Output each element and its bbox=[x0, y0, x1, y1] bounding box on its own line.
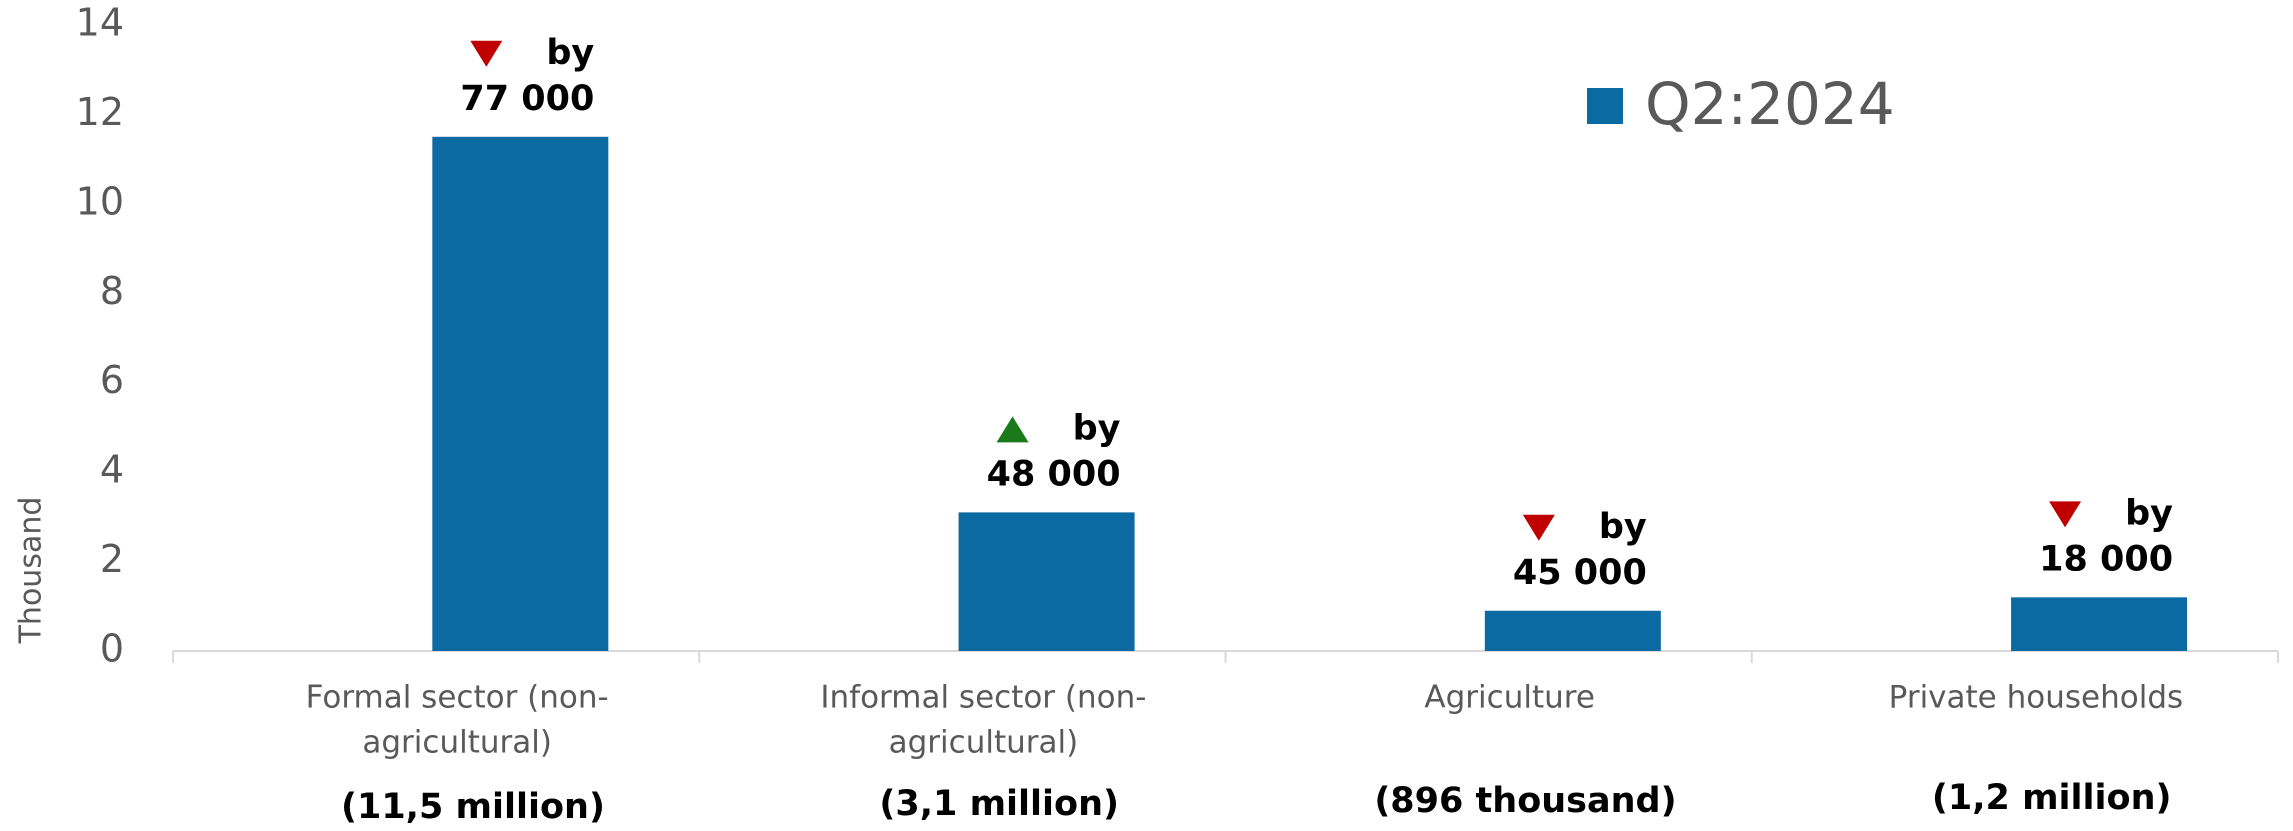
legend-swatch bbox=[1587, 88, 1623, 124]
x-tick-label: Informal sector (non- bbox=[820, 680, 1146, 716]
y-tick-label: 4 bbox=[100, 448, 124, 492]
legend-label: Q2:2024 bbox=[1645, 70, 1895, 138]
bar bbox=[432, 136, 609, 652]
annotation-total: (1,2 million) bbox=[1932, 778, 2172, 818]
x-tick-label: agricultural) bbox=[362, 725, 552, 761]
annotation-total: (11,5 million) bbox=[341, 787, 605, 827]
y-tick-label: 14 bbox=[76, 1, 124, 45]
annotation-text: by bbox=[546, 33, 594, 73]
y-tick-label: 2 bbox=[100, 537, 124, 581]
y-tick-label: 8 bbox=[100, 269, 124, 313]
x-tick-label: Private households bbox=[1889, 680, 2183, 716]
y-tick-label: 6 bbox=[100, 358, 124, 402]
x-tick-label: Agriculture bbox=[1424, 680, 1595, 716]
change-arrow bbox=[2049, 501, 2082, 528]
change-arrow bbox=[470, 40, 503, 67]
annotation-text: by bbox=[2125, 493, 2173, 533]
y-axis-title: Thousand bbox=[14, 497, 49, 645]
annotation-total: (3,1 million) bbox=[879, 784, 1119, 824]
y-tick-label: 12 bbox=[76, 90, 124, 134]
x-tick-label: agricultural) bbox=[889, 725, 1079, 761]
change-arrow bbox=[996, 416, 1029, 443]
annotation-text: by bbox=[1599, 507, 1647, 547]
bar bbox=[2011, 597, 2188, 651]
bar bbox=[958, 512, 1135, 651]
x-tick-label: Formal sector (non- bbox=[306, 680, 609, 716]
y-tick-label: 0 bbox=[100, 627, 124, 671]
annotation-total: (896 thousand) bbox=[1374, 781, 1676, 821]
bar bbox=[1484, 610, 1661, 651]
annotation-change: 48 000 bbox=[987, 454, 1121, 494]
annotation-text: by bbox=[1073, 408, 1121, 448]
y-tick-label: 10 bbox=[76, 179, 124, 223]
annotation-change: 45 000 bbox=[1513, 553, 1647, 593]
annotation-change: 77 000 bbox=[460, 79, 594, 119]
change-arrow bbox=[1522, 514, 1555, 541]
annotation-change: 18 000 bbox=[2039, 539, 2173, 579]
